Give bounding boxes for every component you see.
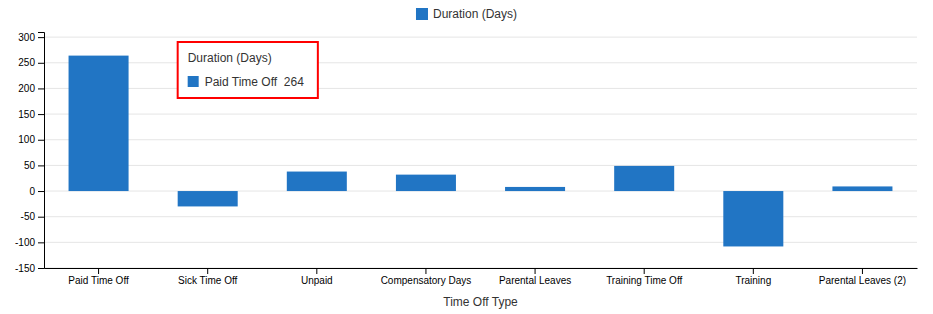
- y-tick-label: 300: [18, 32, 35, 43]
- x-tick-mark: [862, 268, 863, 274]
- legend-label: Duration (Days): [433, 7, 517, 21]
- x-axis: Paid Time Off Sick Time Off Unpaid Compensa…: [45, 268, 918, 286]
- marks: [69, 56, 893, 247]
- grid-line: [44, 191, 917, 192]
- grid-line: [44, 165, 917, 166]
- x-tick: Parental Leaves (2): [819, 268, 906, 286]
- y-tick: 300: [18, 32, 44, 43]
- x-tick-mark: [425, 268, 426, 274]
- x-tick-label: Parental Leaves: [499, 275, 571, 286]
- bar: [178, 191, 238, 206]
- tooltip-box: [178, 42, 318, 98]
- y-tick-label: 150: [18, 109, 35, 120]
- y-tick: 150: [18, 109, 44, 120]
- legend: Duration (Days): [416, 7, 517, 21]
- y-tick-mark: [38, 217, 44, 218]
- plot: -150 -100 -50 0 50 100 150 200 250 300 Paid Time O…: [15, 32, 918, 286]
- x-tick-mark: [644, 268, 645, 274]
- bar: [396, 175, 456, 191]
- y-tick-mark: [38, 114, 44, 115]
- x-axis-title: Time Off Type: [443, 295, 518, 309]
- x-tick: Compensatory Days: [381, 268, 472, 286]
- y-tick-label: 200: [18, 83, 35, 94]
- y-tick-label: 250: [18, 57, 35, 68]
- x-tick-mark: [753, 268, 754, 274]
- y-tick-label: 0: [29, 186, 35, 197]
- grid-line: [44, 62, 917, 63]
- legend-item: Duration (Days): [416, 7, 517, 21]
- y-tick-mark: [38, 268, 44, 269]
- y-tick-mark: [38, 63, 44, 64]
- x-tick: Parental Leaves: [499, 268, 571, 286]
- bar: [287, 172, 347, 191]
- bar: [69, 56, 129, 191]
- y-tick: 0: [29, 186, 44, 197]
- y-tick-mark: [38, 191, 44, 192]
- x-tick-label: Parental Leaves (2): [819, 275, 906, 286]
- x-tick-label: Compensatory Days: [381, 275, 472, 286]
- y-tick-label: -50: [21, 211, 36, 222]
- tooltip-swatch: [188, 76, 199, 87]
- y-tick: 100: [18, 134, 44, 145]
- legend-swatch: [416, 8, 428, 20]
- grid-line: [44, 268, 917, 269]
- y-tick-mark: [38, 140, 44, 141]
- bar: [723, 191, 783, 246]
- y-tick: 50: [24, 160, 44, 171]
- x-tick-label: Paid Time Off: [68, 275, 129, 286]
- chart: -150 -100 -50 0 50 100 150 200 250 300 Paid Time O…: [0, 0, 933, 314]
- y-tick-label: 50: [24, 160, 36, 171]
- x-axis-line: [45, 268, 918, 269]
- bar: [614, 166, 674, 191]
- y-axis-line: [38, 33, 45, 269]
- y-tick-mark: [38, 37, 44, 38]
- x-tick: Training: [735, 268, 771, 286]
- y-tick-mark: [38, 165, 44, 166]
- y-tick-mark: [38, 242, 44, 243]
- grid-line: [44, 37, 917, 38]
- x-tick-label: Training Time Off: [606, 275, 682, 286]
- x-tick-mark: [535, 268, 536, 274]
- y-tick-label: -100: [15, 237, 35, 248]
- y-tick: -100: [15, 237, 44, 248]
- x-tick-label: Sick Time Off: [178, 275, 237, 286]
- grid-line: [44, 242, 917, 243]
- y-tick-label: -150: [15, 263, 35, 274]
- y-tick: -150: [15, 263, 44, 274]
- x-tick-mark: [207, 268, 208, 274]
- y-axis: -150 -100 -50 0 50 100 150 200 250 300: [15, 32, 45, 274]
- x-tick: Training Time Off: [606, 268, 682, 286]
- y-tick-mark: [38, 88, 44, 89]
- grid: [44, 37, 917, 268]
- x-tick: Sick Time Off: [178, 268, 237, 286]
- x-tick-mark: [98, 268, 99, 274]
- grid-line: [44, 216, 917, 217]
- grid-line: [44, 88, 917, 89]
- x-tick: Paid Time Off: [68, 268, 129, 286]
- y-tick-label: 100: [18, 134, 35, 145]
- grid-line: [44, 114, 917, 115]
- grid-line: [44, 139, 917, 140]
- y-tick: 250: [18, 57, 44, 68]
- x-tick-label: Unpaid: [301, 275, 333, 286]
- x-tick-mark: [316, 268, 317, 274]
- tooltip: Duration (Days) Paid Time Off 264: [178, 42, 318, 98]
- x-tick: Unpaid: [301, 268, 333, 286]
- y-tick: -50: [21, 211, 44, 222]
- bar: [505, 187, 565, 191]
- tooltip-title: Duration (Days): [188, 51, 272, 65]
- x-tick-label: Training: [735, 275, 771, 286]
- y-tick: 200: [18, 83, 44, 94]
- tooltip-label: Paid Time Off 264: [205, 75, 304, 89]
- bar: [832, 186, 892, 191]
